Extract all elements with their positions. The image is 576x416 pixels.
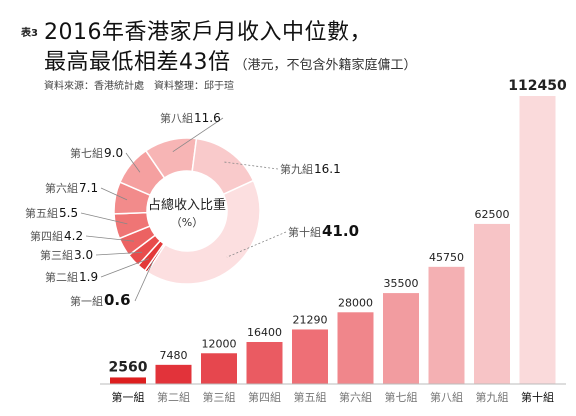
donut-value-10: 41.0 xyxy=(322,222,359,240)
source-line: 資料來源：香港統計處 資料整理：邱于瑄 xyxy=(44,77,244,92)
bar-10 xyxy=(519,96,556,384)
source-text: 資料來源：香港統計處 xyxy=(44,81,144,92)
bar-value-label-4: 16400 xyxy=(247,326,282,339)
bar-5 xyxy=(292,329,328,384)
category-label-6: 第六組 xyxy=(339,390,372,404)
donut-category-2: 第二組 xyxy=(45,270,78,284)
category-label-4: 第四組 xyxy=(248,390,281,404)
donut-label-3: 第三組3.0 xyxy=(40,248,93,262)
category-label-5: 第五組 xyxy=(294,390,327,404)
donut-leader-line-2 xyxy=(100,258,150,278)
bar-value-label-9: 62500 xyxy=(475,208,510,221)
chart-title-main: 最高最低相差43倍 xyxy=(44,50,231,75)
bar-3 xyxy=(201,353,237,384)
category-label-3: 第三組 xyxy=(203,390,236,404)
donut-category-5: 第五組 xyxy=(25,206,58,220)
table-number: 表3 xyxy=(21,28,38,39)
donut-leader-line-1 xyxy=(134,261,154,302)
donut-label-5: 第五組5.5 xyxy=(25,206,78,220)
donut-leader-line-9 xyxy=(223,161,279,170)
bar-6 xyxy=(337,312,374,384)
donut-label-9: 第九組16.1 xyxy=(280,162,341,176)
donut-value-8: 11.6 xyxy=(194,111,221,125)
donut-label-2: 第二組1.9 xyxy=(45,270,98,284)
donut-leader-line-8 xyxy=(172,117,224,153)
donut-slice-10 xyxy=(146,179,261,285)
donut-category-6: 第六組 xyxy=(45,181,78,195)
donut-chart: 占總收入比重（%）第一組0.6第二組1.9第三組3.0第四組4.2第五組5.5第… xyxy=(25,111,359,309)
donut-leader-line-4 xyxy=(85,235,135,242)
donut-center-label-2: （%） xyxy=(171,216,203,229)
donut-category-3: 第三組 xyxy=(40,248,73,262)
donut-label-6: 第六組7.1 xyxy=(45,181,98,195)
donut-value-2: 1.9 xyxy=(79,270,98,284)
bar-value-label-1: 2560 xyxy=(109,359,148,375)
donut-label-10: 第十組41.0 xyxy=(288,222,359,240)
category-label-8: 第八組 xyxy=(430,390,463,404)
bar-4 xyxy=(246,341,283,384)
donut-value-9: 16.1 xyxy=(314,162,341,176)
donut-label-4: 第四組4.2 xyxy=(30,229,83,243)
bar-8 xyxy=(428,266,465,384)
bar-2 xyxy=(155,364,192,384)
donut-category-10: 第十組 xyxy=(288,225,321,239)
bar-value-label-7: 35500 xyxy=(384,277,419,290)
compiled-by-text: 資料整理：邱于瑄 xyxy=(154,81,234,92)
donut-value-3: 3.0 xyxy=(74,248,93,262)
category-label-10: 第十組 xyxy=(521,390,554,404)
bar-value-label-5: 21290 xyxy=(293,313,328,326)
category-label-2: 第二組 xyxy=(157,390,190,404)
bar-value-label-10: 112450 xyxy=(508,78,567,94)
bar-value-label-6: 28000 xyxy=(338,296,373,309)
donut-leader-line-3 xyxy=(95,251,143,256)
donut-category-8: 第八組 xyxy=(160,111,193,125)
donut-category-7: 第七組 xyxy=(70,146,103,160)
bar-1 xyxy=(110,377,146,384)
bar-value-label-2: 7480 xyxy=(160,349,188,362)
donut-category-1: 第一組 xyxy=(70,294,103,308)
donut-value-5: 5.5 xyxy=(59,206,78,220)
donut-label-8: 第八組11.6 xyxy=(160,111,221,125)
bar-value-label-3: 12000 xyxy=(202,337,237,350)
bar-9 xyxy=(474,223,510,384)
donut-leader-line-5 xyxy=(80,212,128,225)
donut-value-6: 7.1 xyxy=(79,181,98,195)
donut-value-1: 0.6 xyxy=(104,291,131,309)
header: 表3 2016年香港家戶月收入中位數， 最高最低相差43倍 （港元，不包含外籍家庭… xyxy=(0,0,576,100)
chart-title-note: （港元，不包含外籍家庭傭工） xyxy=(234,58,417,73)
bar-value-label-8: 45750 xyxy=(429,251,464,264)
donut-label-1: 第一組0.6 xyxy=(70,291,131,309)
donut-value-7: 9.0 xyxy=(104,146,123,160)
chart-title-line1: 2016年香港家戶月收入中位數， xyxy=(44,20,372,45)
category-label-9: 第九組 xyxy=(476,390,509,404)
donut-category-4: 第四組 xyxy=(30,229,63,243)
category-label-7: 第七組 xyxy=(385,390,418,404)
donut-center-label-1: 占總收入比重 xyxy=(148,197,226,213)
category-label-1: 第一組 xyxy=(112,390,145,404)
donut-value-4: 4.2 xyxy=(64,229,83,243)
bar-chart: 2560 第一組 7480 第二組 12000 第三組 16400 第四組 21290 第五組 28… xyxy=(100,78,567,404)
donut-leader-line-7 xyxy=(125,152,141,173)
donut-label-7: 第七組9.0 xyxy=(70,146,123,160)
chart-title-line2: 最高最低相差43倍 （港元，不包含外籍家庭傭工） xyxy=(44,44,417,76)
donut-category-9: 第九組 xyxy=(280,162,313,176)
donut-leader-line-10 xyxy=(226,231,287,258)
bar-7 xyxy=(383,293,419,384)
donut-leader-line-6 xyxy=(100,187,128,201)
